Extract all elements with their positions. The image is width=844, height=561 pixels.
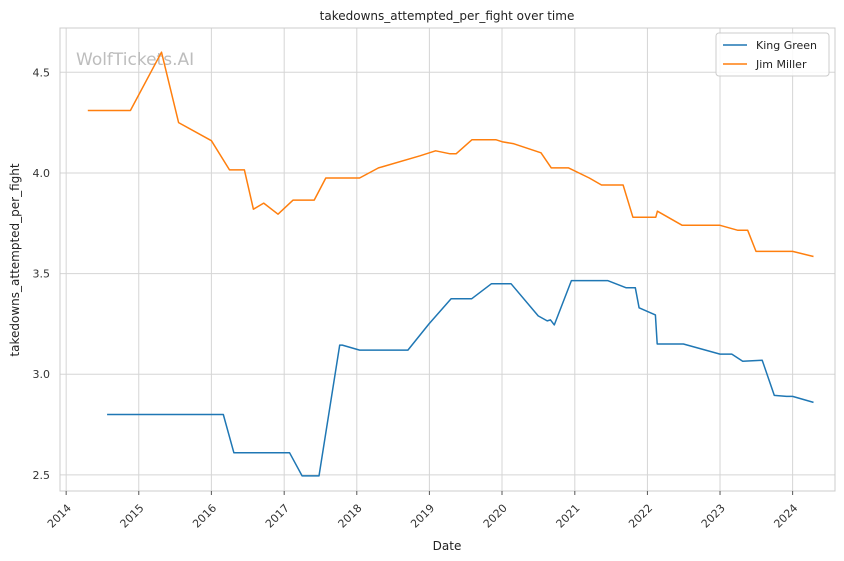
legend: King Green Jim Miller [715, 32, 830, 77]
y-tick-label: 3.0 [33, 368, 51, 381]
legend-box [715, 32, 830, 77]
y-tick-label: 3.5 [33, 268, 51, 281]
grid-lines [60, 28, 835, 491]
x-axis-title: Date [433, 539, 462, 553]
plot-frame [59, 27, 836, 492]
watermark: WolfTickets.AI [76, 50, 194, 70]
series-layer [87, 51, 814, 477]
y-tick-label: 2.5 [33, 469, 51, 482]
y-tick-label: 4.5 [33, 66, 51, 79]
chart-title: takedowns_attempted_per_fight over time [320, 9, 575, 23]
legend-label: Jim Miller [755, 58, 807, 71]
series-line-king-green [107, 279, 814, 477]
y-axis: 2.5 3.0 3.5 4.0 4.5 [33, 66, 51, 482]
y-axis-title: takedowns_attempted_per_fight [8, 163, 22, 356]
series-line-jim-miller [87, 51, 814, 258]
y-tick-label: 4.0 [33, 167, 51, 180]
legend-label: King Green [756, 39, 817, 52]
